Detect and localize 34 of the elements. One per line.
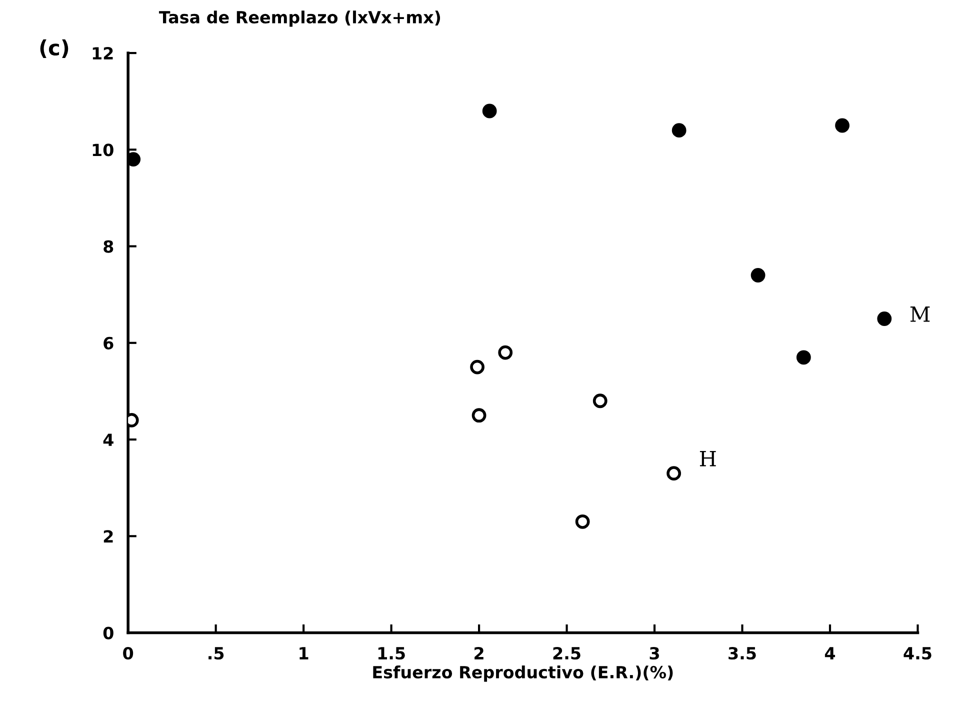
- text: (c): [40, 39, 68, 58]
- x-tick-label: 1.5: [378, 647, 405, 660]
- x-tick-label: .5: [208, 647, 224, 660]
- y-tick-label: 12: [92, 46, 113, 60]
- point: [472, 408, 486, 423]
- x-axis-title: Esfuerzo Reproductivo (E.R.)(%): [373, 666, 673, 682]
- y-tick-label: 0: [103, 626, 114, 640]
- series-label: M: [910, 306, 930, 322]
- point: [498, 345, 513, 360]
- point: [470, 360, 484, 374]
- point: [796, 350, 811, 365]
- x-tick-label: 4.5: [904, 647, 932, 660]
- point: [835, 118, 850, 133]
- x-tick-label: 0: [123, 646, 134, 660]
- y-axis-title: Tasa de Reemplazo (lxVx+mx): [158, 10, 440, 27]
- point: [575, 514, 590, 529]
- point: [877, 312, 892, 326]
- y-tick-label: 6: [104, 336, 114, 350]
- y-tick-label: 4: [103, 434, 114, 446]
- y-tick-label: 10: [92, 144, 114, 156]
- point: [666, 466, 682, 481]
- point: [482, 104, 497, 118]
- y-tick-label: 2: [104, 530, 113, 542]
- x-tick-label: 4: [824, 647, 836, 660]
- x-tick-label: 1: [300, 647, 308, 660]
- point: [672, 123, 686, 138]
- x-tick-label: 2.5: [553, 646, 580, 660]
- x-tick-label: 3: [650, 646, 659, 660]
- x-tick-label: 3.5: [728, 646, 756, 660]
- series-label: H: [700, 451, 716, 466]
- x-tick-label: 2: [474, 646, 484, 660]
- y-tick-label: 8: [104, 240, 114, 253]
- point: [592, 394, 608, 408]
- point: [750, 268, 766, 282]
